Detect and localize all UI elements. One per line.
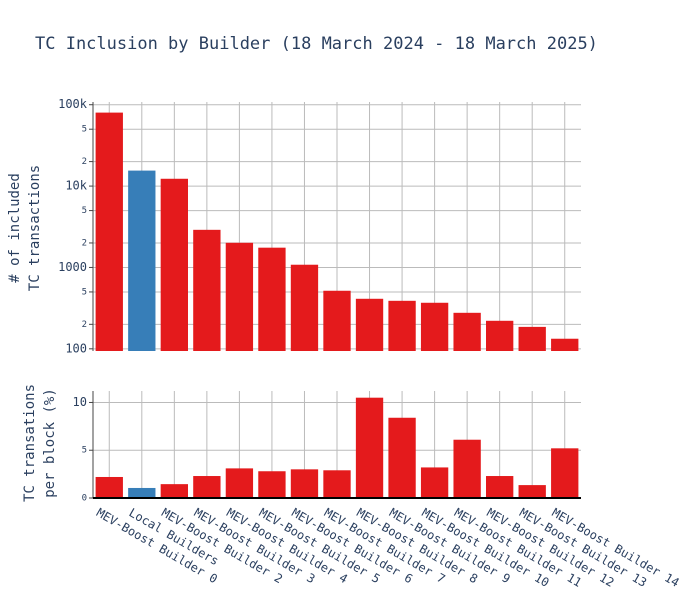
bar [486,476,514,498]
y-tick-label: 0 [82,494,87,504]
bar [323,470,351,498]
bar [486,320,514,351]
bar [453,439,481,498]
bar [518,326,546,351]
y-tick-label: 5 [82,125,87,135]
y-tick-label: 10 [73,395,87,409]
bar [225,242,254,351]
chart-title: TC Inclusion by Builder (18 March 2024 -… [35,34,598,54]
y-tick-label: 100k [58,97,88,111]
y-tick-label: 100 [65,341,87,355]
y-axis-label-line: TC transactions [27,165,43,291]
y-axis-label-line: per block (%) [42,388,58,498]
bar [453,312,481,351]
y-tick-label: 2 [82,157,87,167]
bar [518,485,546,498]
bar [290,469,319,498]
bar [160,178,188,351]
y-axis-label: # of included TC transactions [7,165,43,291]
bar [95,476,123,498]
bar [258,247,286,351]
bar [420,467,449,498]
bar [388,417,416,498]
bar [323,290,351,351]
bar [355,397,384,498]
y-axis-label-line: # of included [7,173,23,283]
bar [420,302,449,351]
y-tick-label: 10k [65,179,87,193]
y-tick-label: 5 [82,287,87,297]
bar [128,170,156,351]
bar [193,476,221,498]
y-tick-label: 5 [82,446,87,456]
y-axis-label: TC transations per block (%) [22,384,58,502]
bar [193,229,221,351]
bar [551,338,579,351]
bar [95,112,123,351]
bar [160,484,188,498]
bar [388,300,416,351]
bar [128,487,156,498]
y-tick-label: 1000 [58,260,87,274]
y-tick-label: 2 [82,320,87,330]
bar [355,298,384,351]
bar [258,471,286,498]
y-tick-label: 5 [82,206,87,216]
y-axis-label-line: TC transations [22,384,38,502]
bar [225,468,254,498]
bar [551,448,579,498]
y-tick-label: 2 [82,238,87,248]
bar [290,264,319,351]
